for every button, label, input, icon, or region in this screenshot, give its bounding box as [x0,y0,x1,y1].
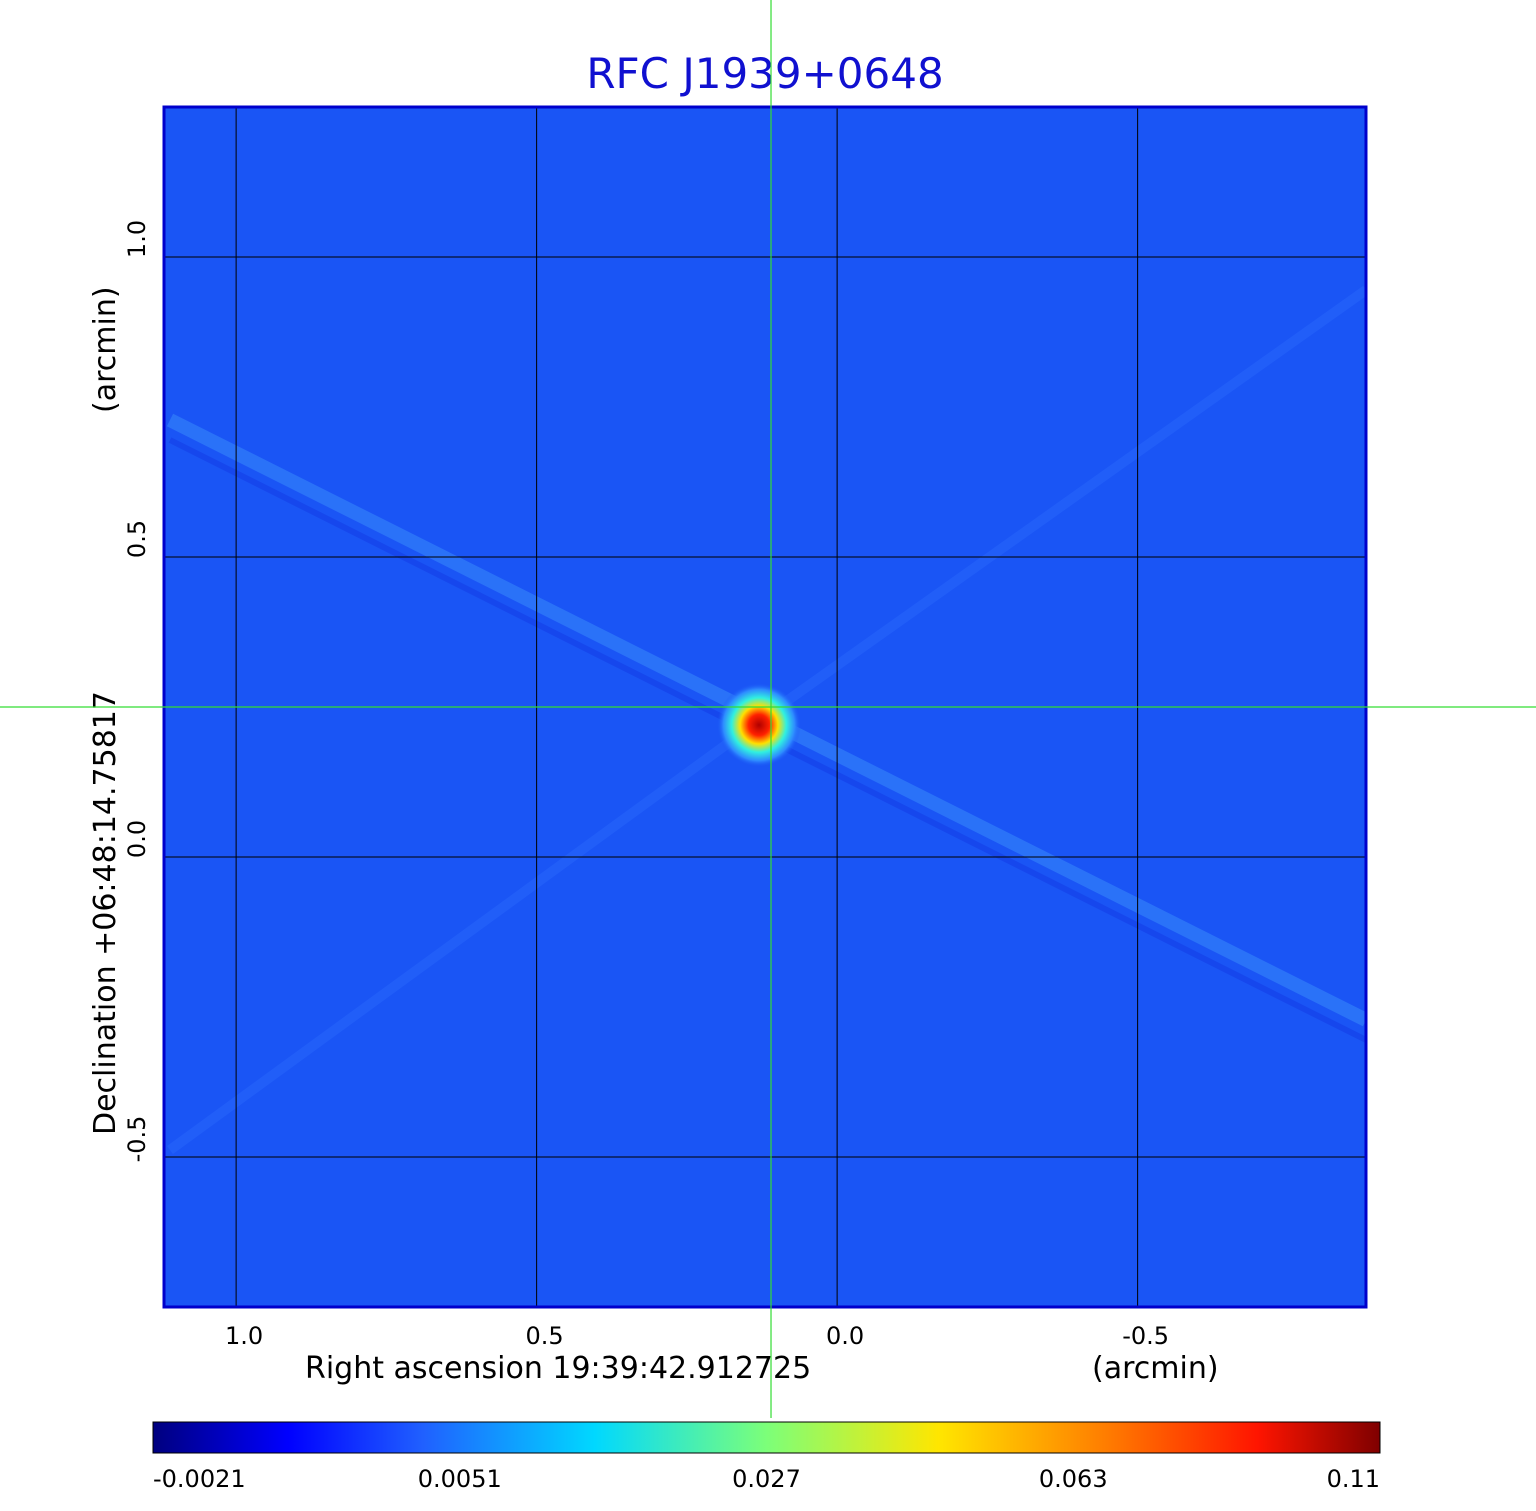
y-tick-label: -0.5 [123,1116,151,1163]
colorbar-tick-label: 0.027 [732,1465,801,1493]
source-peak [716,683,801,767]
x-tick-label: 0.5 [526,1322,564,1350]
colorbar-tick-label: 0.063 [1039,1465,1108,1493]
colorbar-tick-labels: -0.0021 0.0051 0.027 0.063 0.11 [153,1465,1380,1493]
x-axis-label: Right ascension 19:39:42.912725 [305,1351,811,1386]
x-tick-label: -0.5 [1122,1322,1169,1350]
y-axis-label: Declination +06:48:14.75817 [88,691,123,1135]
x-tick-label: 0.0 [826,1322,864,1350]
sidelobe-streak-lower [167,715,763,1155]
chart-title: RFC J1939+0648 [586,49,943,98]
crosshair [0,0,1536,1418]
y-tick-label: 0.0 [123,820,151,858]
x-tick-labels: 1.0 0.5 0.0 -0.5 [225,1322,1169,1350]
x-tick-label: 1.0 [225,1322,263,1350]
colorbar-tick-label: 0.0051 [418,1465,502,1493]
y-tick-labels: 1.0 0.5 0.0 -0.5 [123,220,151,1163]
y-tick-label: 1.0 [123,220,151,258]
y-axis-unit: (arcmin) [88,286,123,413]
y-tick-label: 0.5 [123,520,151,558]
sidelobe-streak-upper [757,285,1366,725]
colorbar-tick-label: -0.0021 [153,1465,246,1493]
x-axis-unit: (arcmin) [1092,1351,1219,1386]
colorbar-tick-label: 0.11 [1327,1465,1380,1493]
colorbar [152,1421,1381,1454]
